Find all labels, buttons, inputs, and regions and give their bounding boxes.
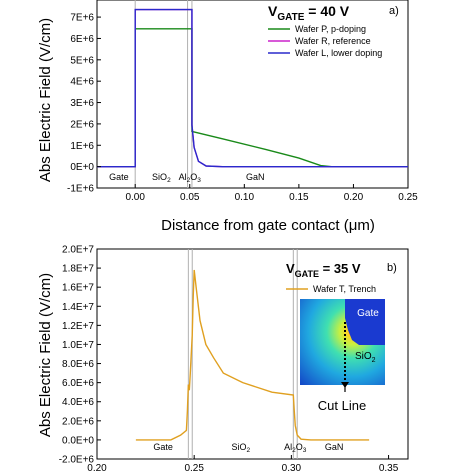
panel-b-ytick-label: 0.0E+0 bbox=[62, 435, 94, 446]
panel-b-legend: Wafer T, Trench bbox=[286, 284, 376, 294]
panel-a-xtick-label: 0.00 bbox=[125, 192, 145, 203]
inset-cut-label: Cut Line bbox=[318, 398, 366, 413]
panel-b-xtick-label: 0.25 bbox=[184, 463, 204, 474]
panel-a-vgate-annotation: VGATE = 40 V bbox=[268, 3, 350, 23]
panel-a-label: a) bbox=[389, 5, 399, 17]
panel-b-series-line-0 bbox=[135, 269, 370, 441]
panel-b-ytick-label: 1.8E+7 bbox=[62, 264, 94, 275]
panel-b-plot-area bbox=[96, 248, 409, 460]
panel-b-region-label-1: SiO2 bbox=[232, 442, 251, 454]
panel-a-region-label-3: GaN bbox=[246, 172, 265, 182]
panel-b-vgate-rest: = 35 V bbox=[319, 261, 361, 276]
panel-a-legend-label-0: Wafer P, p-doping bbox=[295, 24, 366, 34]
panel-a-series-line-2 bbox=[97, 8, 408, 168]
panel-b-vgate-v: V bbox=[286, 261, 295, 276]
panel-b-ytick-label: 2.0E+7 bbox=[62, 245, 94, 256]
panel-b-label: b) bbox=[387, 262, 397, 274]
panel-a-vgate-sub: GATE bbox=[277, 12, 304, 23]
panel-b-region-label-2: Al2O3 bbox=[284, 442, 307, 454]
panel-a-xtick-label: 0.20 bbox=[344, 192, 364, 203]
panel-a-ytick-label: 5E+6 bbox=[70, 55, 94, 66]
inset-gate-label: Gate bbox=[357, 308, 379, 319]
panel-a-region-label-2: Al2O3 bbox=[179, 172, 202, 184]
panel-a-ytick-label: 3E+6 bbox=[70, 98, 94, 109]
panel-a-region-label-1: SiO2 bbox=[152, 172, 171, 184]
panel-b-xtick-label: 0.30 bbox=[282, 463, 302, 474]
panel-a: -1E+6 0E+0 1E+6 2E+6 3E+6 4E+6 5E+6 6E+6 7E+6 0.… bbox=[37, 0, 418, 234]
panel-b-ytick-label: 1.0E+7 bbox=[62, 340, 94, 351]
panel-a-ytick-label: 0E+0 bbox=[70, 162, 94, 173]
panel-b-ytick-label: 8.0E+6 bbox=[62, 359, 94, 370]
panel-a-xlabel: Distance from gate contact (μm) bbox=[161, 217, 375, 234]
panel-a-xtick-label: 0.25 bbox=[398, 192, 418, 203]
panel-b-region-label-3: GaN bbox=[325, 442, 344, 452]
panel-b-ytick-label: 4.0E+6 bbox=[62, 397, 94, 408]
panel-a-ytick-label: -1E+6 bbox=[67, 184, 94, 195]
panel-b: -2.0E+6 0.0E+0 2.0E+6 4.0E+6 6.0E+6 8.0E+6 1.0… bbox=[37, 245, 409, 474]
panel-a-ytick-label: 2E+6 bbox=[70, 119, 94, 130]
panel-a-xtick-label: 0.15 bbox=[289, 192, 309, 203]
inset-oxide-text: SiO bbox=[355, 351, 372, 362]
panel-a-ytick-label: 6E+6 bbox=[70, 34, 94, 45]
panel-a-plot-area bbox=[96, 0, 409, 189]
panel-b-ytick-label: 1.4E+7 bbox=[62, 302, 94, 313]
field-map-inset: Gate SiO2 Cut Line bbox=[300, 299, 385, 413]
panel-a-legend-label-2: Wafer L, lower doping bbox=[295, 48, 382, 58]
panel-b-ytick-label: -2.0E+6 bbox=[59, 455, 95, 466]
panel-b-ytick-label: 2.0E+6 bbox=[62, 416, 94, 427]
panel-a-vgate-rest: = 40 V bbox=[304, 3, 349, 19]
panel-b-ytick-label: 6.0E+6 bbox=[62, 378, 94, 389]
panel-a-xtick-label: 0.10 bbox=[235, 192, 255, 203]
inset-oxide-label: SiO2 bbox=[355, 351, 376, 364]
panel-b-xtick-label: 0.20 bbox=[87, 463, 107, 474]
panel-b-vgate-annotation: VGATE = 35 V bbox=[286, 261, 361, 279]
panel-b-legend-label-0: Wafer T, Trench bbox=[313, 284, 376, 294]
inset-gate-region bbox=[345, 299, 385, 345]
panel-a-legend-label-1: Wafer R, reference bbox=[295, 36, 371, 46]
inset-oxide-sub: 2 bbox=[372, 357, 376, 364]
panel-a-region-label-0: Gate bbox=[109, 172, 129, 182]
panel-a-ytick-label: 1E+6 bbox=[70, 141, 94, 152]
panel-b-region-label-0: Gate bbox=[153, 442, 173, 452]
panel-a-xtick-label: 0.05 bbox=[180, 192, 200, 203]
panel-b-ytick-label: 1.6E+7 bbox=[62, 283, 94, 294]
panel-b-vgate-sub: GATE bbox=[295, 269, 319, 279]
panel-a-ytick-label: 4E+6 bbox=[70, 77, 94, 88]
panel-b-ylabel: Abs Electric Field (V/cm) bbox=[37, 273, 54, 437]
panel-a-ylabel: Abs Electric Field (V/cm) bbox=[37, 18, 54, 182]
panel-b-xtick-label: 0.35 bbox=[379, 463, 399, 474]
panel-a-vgate-v: V bbox=[268, 3, 278, 19]
panel-b-ytick-label: 1.2E+7 bbox=[62, 321, 94, 332]
panel-a-legend: Wafer P, p-doping Wafer R, reference Wafer… bbox=[268, 24, 382, 58]
panel-a-ytick-label: 7E+6 bbox=[70, 13, 94, 24]
